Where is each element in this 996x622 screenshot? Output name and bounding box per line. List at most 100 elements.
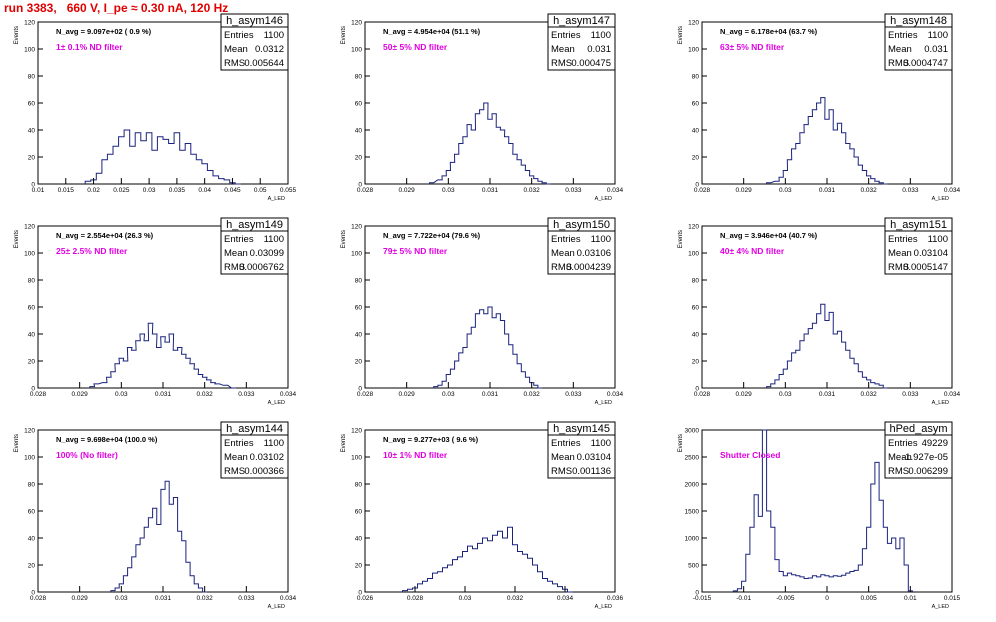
histogram-name: h_asym150 — [553, 219, 610, 231]
stat-label-entries: Entries — [888, 234, 918, 245]
histogram-line — [766, 303, 888, 389]
y-tick-label: 100 — [24, 455, 35, 462]
stat-label-mean: Mean — [224, 452, 248, 463]
x-axis-title: A_LED — [595, 604, 612, 610]
stat-label-mean: Mean — [888, 452, 912, 463]
y-tick-label: 100 — [351, 47, 362, 54]
x-tick-label: 0.045 — [224, 187, 241, 194]
y-tick-label: 60 — [355, 509, 363, 516]
x-axis-title: A_LED — [268, 400, 285, 406]
stat-value-mean: 0.031 — [587, 44, 611, 55]
stat-value-entries: 1100 — [591, 438, 611, 449]
y-tick-label: 500 — [688, 563, 699, 570]
y-tick-label: 60 — [28, 101, 36, 108]
stat-value-entries: 49229 — [922, 438, 948, 449]
stat-label-entries: Entries — [551, 438, 581, 449]
stat-label-mean: Mean — [551, 248, 575, 259]
x-tick-label: 0.029 — [399, 187, 416, 194]
x-tick-label: 0.025 — [113, 187, 130, 194]
y-axis-title: Events — [341, 230, 347, 248]
x-tick-label: 0.01 — [32, 187, 45, 194]
x-tick-label: 0.02 — [87, 187, 100, 194]
y-tick-label: 100 — [351, 455, 362, 462]
histogram-panel: 0 20 40 60 80 100 120 0.028 0.029 0.03 0.031 0.032 0… — [14, 217, 297, 406]
stat-label-rms: RMS — [551, 466, 572, 477]
x-tick-label: 0.034 — [607, 391, 624, 398]
x-tick-label: 0.04 — [198, 187, 211, 194]
x-tick-label: 0.028 — [357, 187, 374, 194]
y-tick-label: 2500 — [685, 455, 700, 462]
y-tick-label: 2000 — [685, 482, 700, 489]
n-avg-label: N_avg = 9.698e+04 (100.0 %) — [56, 435, 158, 444]
stat-value-rms: 0.000366 — [244, 466, 284, 477]
stat-label-mean: Mean — [888, 248, 912, 259]
x-tick-label: 0.033 — [238, 391, 255, 398]
n-avg-label: N_avg = 6.178e+04 (63.7 %) — [720, 27, 818, 36]
x-tick-label: 0.03 — [143, 187, 156, 194]
y-tick-label: 40 — [28, 128, 36, 135]
y-tick-label: 40 — [692, 128, 700, 135]
x-tick-label: 0.015 — [58, 187, 75, 194]
x-tick-label: 0.032 — [197, 595, 214, 602]
y-tick-label: 0 — [31, 386, 35, 393]
stat-label-mean: Mean — [551, 44, 575, 55]
x-axis-title: A_LED — [932, 400, 949, 406]
stat-value-mean: 0.031 — [924, 44, 948, 55]
y-tick-label: 0 — [31, 590, 35, 597]
x-tick-label: 0.034 — [944, 391, 961, 398]
stat-label-entries: Entries — [888, 438, 918, 449]
x-tick-label: -0.015 — [693, 595, 712, 602]
filter-label: 50± 5% ND filter — [383, 42, 448, 52]
y-tick-label: 60 — [28, 509, 36, 516]
y-tick-label: 120 — [688, 224, 699, 231]
stat-value-mean: 0.03106 — [577, 248, 611, 259]
stat-value-entries: 1100 — [264, 30, 284, 41]
stat-value-entries: 1100 — [591, 30, 611, 41]
stat-value-rms: 0.001136 — [572, 466, 611, 477]
y-tick-label: 40 — [28, 332, 36, 339]
y-tick-label: 100 — [688, 47, 699, 54]
y-tick-label: 40 — [692, 332, 700, 339]
x-axis-title: A_LED — [268, 196, 285, 202]
histogram-name: h_asym151 — [890, 219, 947, 231]
stat-value-mean: 0.03099 — [250, 248, 284, 259]
histogram-line — [110, 480, 207, 593]
y-tick-label: 80 — [355, 74, 363, 81]
filter-label: Shutter Closed — [720, 450, 780, 460]
y-axis-title: Events — [678, 230, 684, 248]
y-tick-label: 80 — [692, 74, 700, 81]
histogram-panel: 0 20 40 60 80 100 120 0.028 0.029 0.03 0.031 0.032 0… — [678, 217, 961, 406]
y-tick-label: 120 — [24, 428, 35, 435]
x-tick-label: 0.03 — [442, 391, 455, 398]
y-tick-label: 0 — [695, 386, 699, 393]
x-tick-label: 0.033 — [565, 391, 582, 398]
y-tick-label: 0 — [358, 590, 362, 597]
y-tick-label: 80 — [692, 278, 700, 285]
stats-box — [220, 217, 289, 275]
y-tick-label: 40 — [355, 128, 363, 135]
filter-label: 25± 2.5% ND filter — [56, 246, 128, 256]
stats-box — [884, 13, 953, 71]
stats-box — [547, 13, 616, 71]
y-tick-label: 40 — [355, 536, 363, 543]
x-tick-label: 0.028 — [694, 391, 711, 398]
x-tick-label: 0.015 — [944, 595, 961, 602]
stat-label-rms: RMS — [888, 262, 909, 273]
x-tick-label: 0.031 — [155, 391, 172, 398]
y-tick-label: 1000 — [685, 536, 700, 543]
histogram-panel: 0 20 40 60 80 100 120 0.028 0.029 0.03 0.031 0.032 0… — [14, 421, 297, 610]
y-tick-label: 100 — [24, 251, 35, 258]
histogram-name: h_asym148 — [890, 15, 947, 27]
stat-label-rms: RMS — [888, 466, 909, 477]
x-tick-label: 0.028 — [694, 187, 711, 194]
y-tick-label: 60 — [692, 101, 700, 108]
stat-value-mean: 0.03104 — [914, 248, 948, 259]
stat-value-entries: 1100 — [928, 234, 948, 245]
x-axis-title: A_LED — [932, 604, 949, 610]
x-tick-label: 0.03 — [459, 595, 472, 602]
y-tick-label: 0 — [31, 182, 35, 189]
y-tick-label: 20 — [692, 359, 700, 366]
stats-box — [884, 421, 953, 479]
y-tick-label: 20 — [355, 155, 363, 162]
